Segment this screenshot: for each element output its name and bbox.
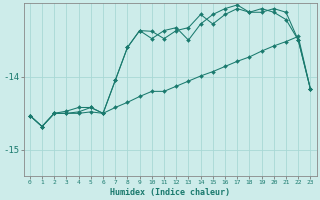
X-axis label: Humidex (Indice chaleur): Humidex (Indice chaleur)	[110, 188, 230, 197]
